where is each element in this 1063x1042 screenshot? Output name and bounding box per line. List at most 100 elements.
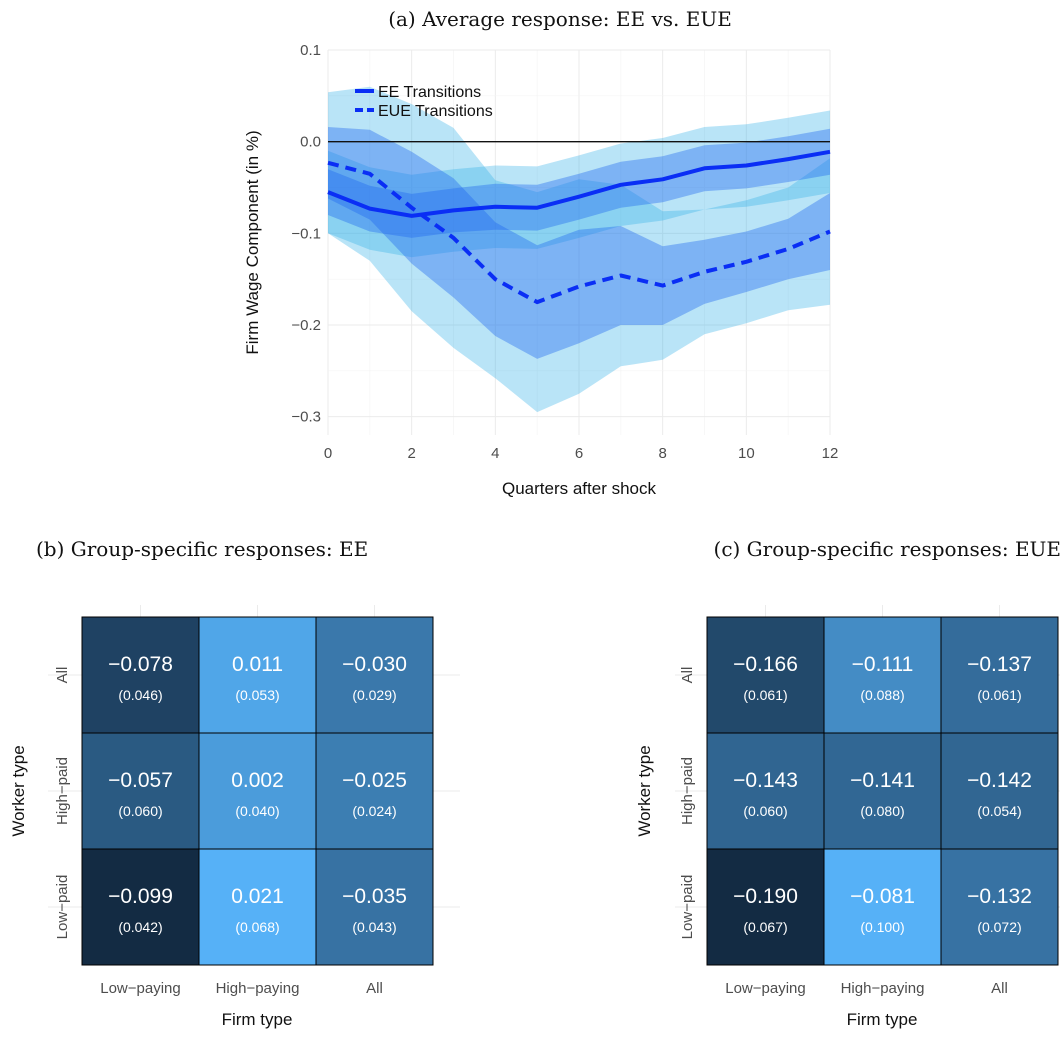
heatmap-cell-rect [81, 848, 200, 966]
y-tick-label: 0.1 [300, 42, 321, 59]
cell-std-error: (0.054) [977, 803, 1021, 819]
cell-std-error: (0.067) [743, 919, 787, 935]
cell-std-error: (0.080) [860, 803, 904, 819]
heatmap-panel-eue: −0.166(0.061)−0.111(0.088)−0.137(0.061)−… [635, 605, 1060, 1029]
cell-value: −0.190 [733, 885, 798, 908]
cell-value: −0.057 [108, 769, 173, 792]
x-tick-label: 10 [738, 445, 755, 462]
heatmap-cell: −0.132 (0.072) [940, 848, 1059, 966]
cell-std-error: (0.024) [352, 803, 396, 819]
y-axis-label: Firm Wage Component (in %) [243, 130, 262, 354]
eue-band95 [328, 86, 830, 413]
cell-value: −0.143 [733, 769, 798, 792]
legend-label: EUE Transitions [378, 103, 493, 120]
heatmap-cell-rect [198, 848, 317, 966]
heatmap-cell-rect [940, 732, 1059, 850]
cell-value: −0.141 [850, 769, 915, 792]
cell-value: −0.142 [967, 769, 1032, 792]
x-tick-label: 2 [407, 445, 415, 462]
y-tick-label: All [679, 667, 696, 684]
heatmap-cell: 0.002 (0.040) [198, 732, 317, 850]
x-tick-label: High−paying [216, 980, 300, 997]
x-axis-label: Firm type [847, 1010, 918, 1029]
cell-value: −0.078 [108, 653, 173, 676]
axis-ticks: 0 2 4 6 8 10 12 0.1 0.0 −0.1 −0.2 −0.3 [291, 42, 838, 462]
heatmap-cell-rect [315, 616, 434, 734]
y-tick-label: −0.3 [291, 409, 321, 426]
series-lines [327, 149, 831, 305]
x-tick-label: All [366, 980, 383, 997]
x-tick-label: Low−paying [725, 980, 805, 997]
heatmap-cell: −0.137 (0.061) [940, 616, 1059, 734]
y-tick-label: 0.0 [300, 134, 321, 151]
cell-std-error: (0.061) [743, 687, 787, 703]
y-tick-label: −0.1 [291, 225, 321, 242]
heatmap-cells: −0.078(0.046)0.011(0.053)−0.030(0.029)−0… [81, 616, 434, 966]
ee-series-line [327, 149, 831, 218]
y-tick-label: High−paid [54, 757, 71, 825]
cell-std-error: (0.060) [743, 803, 787, 819]
cell-value: −0.132 [967, 885, 1032, 908]
cell-value: −0.137 [967, 653, 1032, 676]
heatmap-cell: −0.142 (0.054) [940, 732, 1059, 850]
heatmap-cell-rect [823, 616, 942, 734]
heatmap-cell: 0.021 (0.068) [198, 848, 317, 966]
heatmap-cell: −0.030 (0.029) [315, 616, 434, 734]
cell-std-error: (0.040) [235, 803, 279, 819]
cell-value: 0.011 [232, 653, 283, 676]
x-tick-label: All [991, 980, 1008, 997]
cell-std-error: (0.072) [977, 919, 1021, 935]
cell-std-error: (0.100) [860, 919, 904, 935]
axis-ticks: Low−paying High−paying All All High−paid Low−… [54, 667, 383, 997]
heatmap-cell-rect [81, 616, 200, 734]
heatmap-cell: −0.143 (0.060) [706, 732, 825, 850]
caption-a: (a) Average response: EE vs. EUE [388, 7, 732, 31]
eue-band90 [328, 127, 830, 359]
grid [327, 49, 831, 435]
ee-band95 [328, 110, 830, 258]
y-tick-label: Low−paid [54, 875, 71, 940]
legend-label: EE Transitions [378, 84, 481, 101]
x-tick-label: 4 [491, 445, 499, 462]
cell-value: −0.099 [108, 885, 173, 908]
heatmap-cells: −0.166(0.061)−0.111(0.088)−0.137(0.061)−… [706, 616, 1059, 966]
x-tick-label: 0 [324, 445, 332, 462]
x-tick-label: 8 [658, 445, 666, 462]
heatmap-cell: 0.011 (0.053) [198, 616, 317, 734]
caption-c: (c) Group-specific responses: EUE [714, 537, 1061, 561]
cell-std-error: (0.043) [352, 919, 396, 935]
heatmap-cell-rect [706, 732, 825, 850]
heatmap-cell: −0.057 (0.060) [81, 732, 200, 850]
cell-value: 0.021 [231, 885, 284, 908]
axis-ticks: Low−paying High−paying All All High−paid Low−… [679, 667, 1008, 997]
line-chart-panel: 0 2 4 6 8 10 12 0.1 0.0 −0.1 −0.2 −0.3 Quarters aft… [243, 42, 838, 498]
cell-std-error: (0.046) [118, 687, 162, 703]
cell-std-error: (0.029) [352, 687, 396, 703]
cell-std-error: (0.068) [235, 919, 279, 935]
heatmap-cell: −0.035 (0.043) [315, 848, 434, 966]
cell-value: −0.111 [852, 653, 914, 676]
cell-std-error: (0.053) [235, 687, 279, 703]
y-tick-label: High−paid [679, 757, 696, 825]
x-tick-label: Low−paying [100, 980, 180, 997]
heatmap-cell: −0.166 (0.061) [706, 616, 825, 734]
confidence-bands [328, 86, 830, 413]
cell-value: −0.166 [733, 653, 798, 676]
cell-value: 0.002 [231, 769, 284, 792]
heatmap-cell-rect [81, 732, 200, 850]
heatmap-cell-rect [198, 616, 317, 734]
heatmap-cell: −0.025 (0.024) [315, 732, 434, 850]
y-axis-label: Worker type [9, 745, 28, 836]
y-tick-label: All [54, 667, 71, 684]
heatmap-cell: −0.111 (0.088) [823, 616, 942, 734]
cell-value: −0.025 [342, 769, 407, 792]
heatmap-cell-rect [315, 732, 434, 850]
heatmap-cell-rect [940, 848, 1059, 966]
x-axis-label: Firm type [222, 1010, 293, 1029]
x-tick-label: 12 [822, 445, 839, 462]
y-tick-label: −0.2 [291, 317, 321, 334]
y-tick-label: Low−paid [679, 875, 696, 940]
heatmap-cell: −0.081 (0.100) [823, 848, 942, 966]
legend: EE Transitions EUE Transitions [355, 84, 493, 120]
